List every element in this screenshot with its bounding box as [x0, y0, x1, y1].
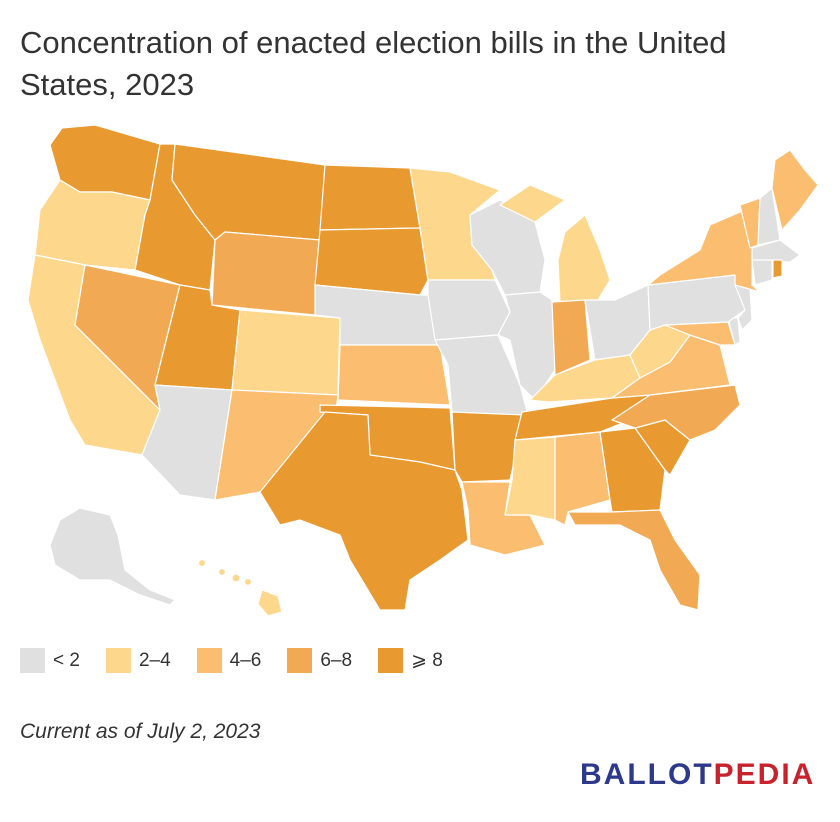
state-tx: [259, 411, 469, 611]
state-sd: [314, 227, 429, 296]
legend-item: ⩾ 8: [378, 648, 443, 673]
state-la: [461, 481, 546, 556]
state-in: [551, 299, 591, 376]
state-co: [231, 309, 341, 396]
state-ia: [427, 279, 511, 341]
us-states-map: [27, 124, 819, 617]
legend-label: 2–4: [138, 649, 171, 671]
map-title: Concentration of enacted election bills …: [20, 25, 727, 102]
state-ma: [751, 239, 801, 263]
state-nd: [319, 164, 421, 231]
legend-label: 4–6: [229, 649, 262, 671]
state-wy: [211, 231, 321, 316]
state-ks: [337, 344, 451, 406]
logo-part-2: PEDIA: [713, 758, 816, 791]
legend-label: < 2: [53, 649, 80, 671]
state-ct: [751, 259, 773, 286]
state-hi: [197, 558, 283, 617]
legend-item: 6–8: [287, 648, 352, 673]
ballotpedia-logo: BALLOTPEDIA: [580, 758, 815, 792]
map-legend: < 2 2–4 4–6 6–8 ⩾ 8: [20, 648, 469, 673]
legend-swatch: [378, 648, 404, 673]
state-ak: [49, 507, 176, 606]
legend-item: 4–6: [196, 648, 262, 673]
legend-swatch: [287, 648, 313, 673]
legend-item: 2–4: [105, 648, 171, 673]
state-ar: [451, 411, 526, 483]
legend-label: 6–8: [320, 649, 353, 671]
state-mi: [499, 184, 611, 303]
legend-item: < 2: [20, 648, 80, 673]
state-fl: [567, 509, 701, 611]
state-ri: [772, 259, 783, 279]
legend-label: ⩾ 8: [411, 650, 443, 671]
logo-part-1: BALLOT: [580, 758, 714, 791]
state-me: [771, 149, 819, 231]
state-ny: [647, 209, 761, 293]
legend-swatch: [20, 648, 45, 673]
state-il: [497, 291, 556, 401]
footnote: Current as of July 2, 2023: [20, 720, 261, 743]
legend-swatch: [105, 648, 131, 673]
legend-swatch: [196, 648, 222, 673]
